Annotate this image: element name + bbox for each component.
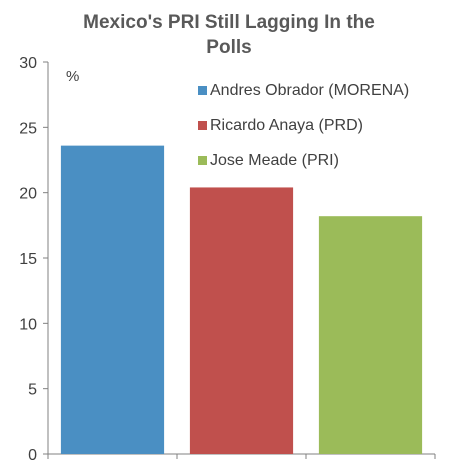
y-tick-label: 15 — [19, 251, 37, 268]
y-tick-label: 0 — [28, 447, 37, 460]
bar-1 — [60, 145, 165, 455]
chart-title-line-1: Mexico's PRI Still Lagging In the — [83, 12, 375, 33]
y-tick-label: 25 — [19, 120, 37, 137]
chart-title-line-2: Polls — [206, 37, 251, 58]
legend-swatch — [198, 156, 207, 165]
y-tick-label: 10 — [19, 316, 37, 333]
bar-3 — [318, 216, 423, 454]
y-tick-label: 30 — [19, 55, 37, 72]
legend-swatch — [198, 121, 207, 130]
legend-label: Andres Obrador (MORENA) — [210, 82, 409, 99]
bar-2 — [189, 187, 294, 454]
legend-label: Ricardo Anaya (PRD) — [210, 117, 363, 134]
legend-swatch — [198, 86, 207, 95]
legend-label: Jose Meade (PRI) — [210, 152, 339, 169]
y-unit-label: % — [66, 68, 79, 85]
legend: Andres Obrador (MORENA) Ricardo Anaya (PR… — [198, 82, 409, 169]
bars — [60, 145, 423, 455]
y-tick-label: 5 — [28, 382, 37, 399]
y-tick-label: 20 — [19, 186, 37, 203]
